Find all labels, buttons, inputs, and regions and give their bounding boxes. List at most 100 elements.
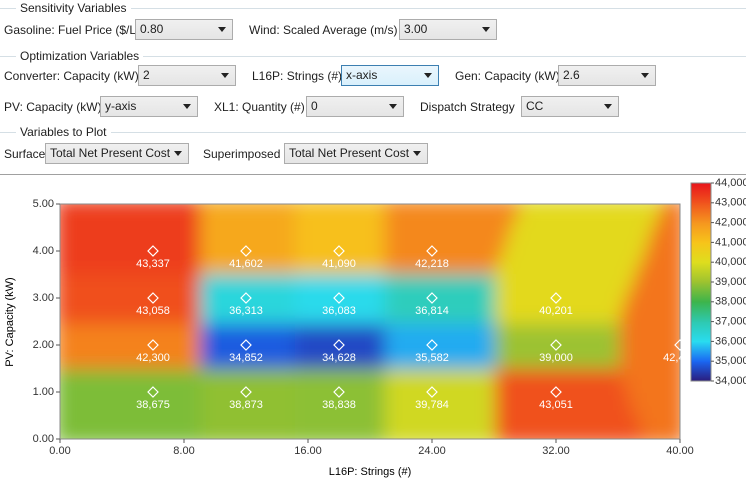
surface-cell: [665, 379, 671, 385]
dropdown[interactable]: 2: [138, 65, 236, 86]
surface-cell: [430, 214, 436, 220]
surface-cell: [145, 384, 151, 390]
surface-cell: [170, 374, 176, 380]
dropdown[interactable]: Total Net Present Cost: [45, 143, 189, 164]
dropdown[interactable]: 3.00: [399, 19, 497, 40]
surface-cell: [525, 214, 531, 220]
surface-cell: [150, 364, 156, 370]
surface-cell: [600, 364, 606, 370]
surface-cell: [180, 359, 186, 365]
surface-cell: [600, 254, 606, 260]
surface-cell: [370, 349, 376, 355]
surface-cell: [250, 309, 256, 315]
surface-cell: [655, 339, 661, 345]
surface-cell: [230, 349, 236, 355]
surface-cell: [175, 324, 181, 330]
surface-cell: [505, 249, 511, 255]
surface-cell: [155, 204, 161, 210]
surface-cell: [110, 219, 116, 225]
surface-cell: [455, 294, 461, 300]
surface-cell: [335, 284, 341, 290]
surface-cell: [300, 299, 306, 305]
surface-cell: [150, 234, 156, 240]
surface-cell: [375, 309, 381, 315]
surface-cell: [410, 224, 416, 230]
surface-cell: [305, 314, 311, 320]
surface-cell: [190, 279, 196, 285]
surface-cell: [90, 254, 96, 260]
surface-cell: [275, 229, 281, 235]
surface-cell: [630, 204, 636, 210]
surface-cell: [580, 369, 586, 375]
surface-cell: [225, 259, 231, 265]
surface-cell: [670, 259, 676, 265]
surface-cell: [130, 274, 136, 280]
dropdown[interactable]: CC: [521, 96, 619, 117]
surface-cell: [415, 294, 421, 300]
surface-cell: [160, 264, 166, 270]
surface-cell: [420, 374, 426, 380]
surface-cell: [470, 244, 476, 250]
surface-cell: [570, 309, 576, 315]
surface-cell: [265, 354, 271, 360]
surface-cell: [105, 239, 111, 245]
surface-cell: [345, 214, 351, 220]
surface-cell: [140, 269, 146, 275]
dropdown[interactable]: 2.6: [558, 65, 656, 86]
surface-cell: [165, 354, 171, 360]
surface-cell: [360, 229, 366, 235]
dropdown[interactable]: 0: [306, 96, 404, 117]
surface-cell: [655, 274, 661, 280]
surface-cell: [340, 359, 346, 365]
dropdown[interactable]: Total Net Present Cost: [284, 143, 428, 164]
surface-cell: [115, 314, 121, 320]
surface-cell: [335, 304, 341, 310]
surface-cell: [335, 384, 341, 390]
surface-cell: [335, 334, 341, 340]
surface-cell: [620, 364, 626, 370]
surface-cell: [60, 359, 66, 365]
surface-cell: [320, 219, 326, 225]
surface-cell: [160, 369, 166, 375]
surface-cell: [555, 309, 561, 315]
surface-cell: [480, 344, 486, 350]
surface-cell: [585, 264, 591, 270]
dropdown[interactable]: 0.80: [135, 19, 233, 40]
surface-cell: [415, 219, 421, 225]
surface-cell: [545, 294, 551, 300]
surface-cell: [395, 204, 401, 210]
surface-cell: [220, 314, 226, 320]
surface-cell: [210, 209, 216, 215]
surface-cell: [675, 239, 680, 245]
surface-cell: [335, 214, 341, 220]
surface-cell: [380, 214, 386, 220]
surface-cell: [205, 219, 211, 225]
surface-cell: [285, 259, 291, 265]
surface-cell: [605, 309, 611, 315]
surface-cell: [515, 284, 521, 290]
surface-cell: [400, 289, 406, 295]
surface-cell: [490, 274, 496, 280]
surface-cell: [95, 314, 101, 320]
surface-cell: [585, 389, 591, 395]
surface-cell: [160, 374, 166, 380]
surface-cell: [475, 229, 481, 235]
surface-cell: [80, 349, 86, 355]
dropdown[interactable]: x-axis: [341, 65, 439, 86]
dropdown[interactable]: y-axis: [100, 96, 198, 117]
surface-cell: [135, 364, 141, 370]
surface-cell: [330, 334, 336, 340]
surface-cell: [310, 234, 316, 240]
surface-cell: [225, 204, 231, 210]
surface-cell: [415, 259, 421, 265]
surface-cell: [350, 329, 356, 335]
surface-cell: [140, 324, 146, 330]
surface-cell: [190, 299, 196, 305]
surface-cell: [635, 209, 641, 215]
surface-cell: [395, 354, 401, 360]
surface-cell: [405, 319, 411, 325]
surface-cell: [615, 374, 621, 380]
surface-cell: [300, 344, 306, 350]
surface-cell: [140, 284, 146, 290]
surface-cell: [665, 229, 671, 235]
